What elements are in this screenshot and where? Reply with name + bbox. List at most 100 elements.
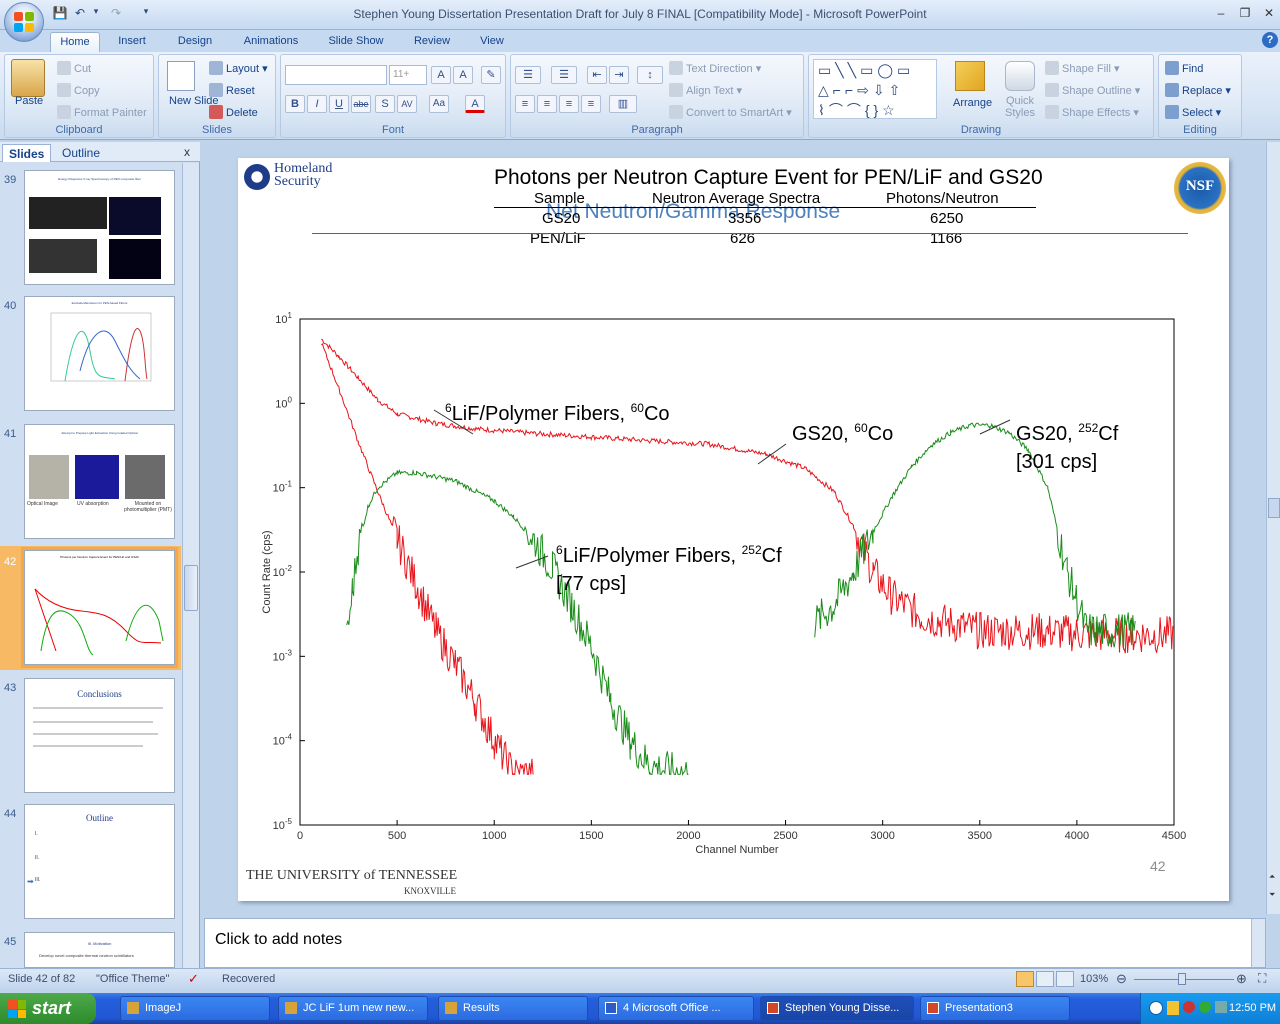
tab-insert[interactable]: Insert (118, 35, 146, 47)
redo-icon[interactable]: ↷ (110, 6, 122, 20)
shape-effects-button[interactable]: Shape Effects ▾ (1045, 105, 1139, 119)
layout-button[interactable]: Layout ▾ (209, 61, 268, 75)
underline-button[interactable]: U (329, 95, 349, 113)
shapes-gallery[interactable]: ▭╲╲▭◯▭ △⌐⌐⇨⇩⇧ ⌇⌒⌒{}☆ (813, 59, 937, 119)
replace-button[interactable]: Replace ▾ (1165, 83, 1231, 97)
cut-button[interactable]: Cut (57, 61, 91, 75)
start-button[interactable]: start (0, 993, 96, 1024)
normal-view-icon[interactable] (1016, 971, 1034, 987)
shadow-button[interactable]: S (375, 95, 395, 113)
tab-home[interactable]: Home (50, 32, 100, 52)
taskbar-presentation3[interactable]: Presentation3 (920, 996, 1070, 1021)
fit-to-window-icon[interactable]: ⛶ (1258, 971, 1267, 985)
close-panel-icon[interactable]: x (184, 145, 190, 159)
line-spacing-button[interactable]: ↕ (637, 66, 663, 84)
align-right-button[interactable]: ≡ (559, 95, 579, 113)
network-icon[interactable] (1215, 1001, 1227, 1013)
slide-sorter-icon[interactable] (1036, 971, 1054, 987)
font-size-field[interactable]: 11+ (389, 65, 427, 85)
tab-view[interactable]: View (480, 35, 504, 47)
office-button[interactable] (4, 2, 44, 42)
tray-expand-icon[interactable] (1149, 1001, 1163, 1015)
decrease-indent-button[interactable]: ⇤ (587, 66, 607, 84)
security-shield-icon[interactable] (1167, 1001, 1179, 1015)
format-painter-button[interactable]: Format Painter (57, 105, 147, 119)
tray-check-icon[interactable] (1199, 1001, 1211, 1013)
slide-thumbnail-40[interactable]: Excitation/Emission for PEN-based Fibers (24, 296, 175, 411)
justify-button[interactable]: ≡ (581, 95, 601, 113)
notes-scrollbar[interactable] (1251, 919, 1265, 967)
taskbar-stephen-young[interactable]: Stephen Young Disse... (760, 996, 914, 1021)
select-button[interactable]: Select ▾ (1165, 105, 1221, 119)
delete-button[interactable]: Delete (209, 105, 258, 119)
panel-scroll-thumb[interactable] (184, 565, 198, 611)
text-direction-button[interactable]: Text Direction ▾ (669, 61, 761, 75)
find-button[interactable]: Find (1165, 61, 1203, 75)
notes-pane[interactable]: Click to add notes (204, 918, 1266, 968)
close-button[interactable]: ✕ (1263, 6, 1275, 20)
font-name-field[interactable] (285, 65, 387, 85)
save-icon[interactable]: 💾 (52, 6, 68, 20)
arrange-button[interactable]: Arrange (953, 97, 993, 109)
slide-scroll-thumb[interactable] (1268, 498, 1280, 518)
new-slide-icon[interactable] (167, 61, 195, 91)
shape-fill-button[interactable]: Shape Fill ▾ (1045, 61, 1120, 75)
slide-thumbnail-42[interactable]: Photons per Neutron Capture Event for PE… (21, 547, 178, 668)
spell-check-icon[interactable]: ✓ (188, 971, 199, 986)
shrink-font-button[interactable]: A (453, 66, 473, 84)
taskbar-results[interactable]: Results (438, 996, 588, 1021)
font-color-button[interactable]: A (465, 95, 485, 113)
next-slide-icon[interactable]: ⏷ (1269, 890, 1276, 899)
shape-outline-button[interactable]: Shape Outline ▾ (1045, 83, 1140, 97)
tab-review[interactable]: Review (413, 35, 451, 47)
increase-indent-button[interactable]: ⇥ (609, 66, 629, 84)
tab-outline[interactable]: Outline (62, 146, 101, 160)
tray-app-icon[interactable] (1183, 1001, 1195, 1013)
reset-button[interactable]: Reset (209, 83, 255, 97)
taskbar-jc-lif[interactable]: JC LiF 1um new new... (278, 996, 428, 1021)
customize-qat-icon[interactable]: ▾ (143, 6, 149, 16)
tab-animations[interactable]: Animations (243, 35, 299, 47)
clear-formatting-button[interactable]: ✎ (481, 66, 501, 84)
quick-styles-button[interactable]: Quick Styles (1005, 95, 1035, 119)
maximize-button[interactable]: ❐ (1239, 6, 1251, 20)
taskbar-office-group[interactable]: 4 Microsoft Office ... (598, 996, 754, 1021)
paste-button[interactable]: Paste (15, 95, 44, 107)
align-text-button[interactable]: Align Text ▾ (669, 83, 742, 97)
zoom-in-icon[interactable]: ⊕ (1236, 971, 1247, 986)
paste-icon[interactable] (11, 59, 45, 97)
panel-scrollbar[interactable] (182, 163, 199, 968)
align-left-button[interactable]: ≡ (515, 95, 535, 113)
arrange-icon[interactable] (955, 61, 985, 91)
tab-slide-show[interactable]: Slide Show (328, 35, 384, 47)
bold-button[interactable]: B (285, 95, 305, 113)
character-spacing-button[interactable]: AV (397, 95, 417, 113)
new-slide-button[interactable]: New Slide (169, 95, 219, 107)
undo-icon[interactable]: ↶ (74, 6, 86, 20)
slide-canvas[interactable]: Homeland Security NSF Photons per Neutro… (238, 158, 1229, 901)
tab-slides[interactable]: Slides (2, 144, 52, 162)
tab-design[interactable]: Design (177, 35, 213, 47)
zoom-out-icon[interactable]: ⊖ (1116, 971, 1127, 986)
italic-button[interactable]: I (307, 95, 327, 113)
numbering-button[interactable]: ☰ (551, 66, 577, 84)
convert-smartart-button[interactable]: Convert to SmartArt ▾ (669, 105, 792, 119)
columns-button[interactable]: ▥ (609, 95, 637, 113)
change-case-button[interactable]: Aa (429, 95, 449, 113)
slide-thumbnail-39[interactable]: Energy Dispersive X-ray Spectroscopy of … (24, 170, 175, 285)
slide-scrollbar[interactable]: ⏶ ⏷ (1266, 142, 1280, 914)
slide-thumbnail-45[interactable]: III. Motivation Develop novel composite … (24, 932, 175, 968)
zoom-slider-thumb[interactable] (1178, 973, 1186, 985)
bullets-button[interactable]: ☰ (515, 66, 541, 84)
grow-font-button[interactable]: A (431, 66, 451, 84)
help-icon[interactable]: ? (1262, 32, 1278, 48)
notes-placeholder[interactable]: Click to add notes (215, 931, 343, 948)
slide-thumbnail-41[interactable]: Attempt to Prepare Light Extraction Usin… (24, 424, 175, 539)
strikethrough-button[interactable]: abe (351, 95, 371, 113)
slide-thumbnail-43[interactable]: Conclusions (24, 678, 175, 793)
slide-thumbnail-44[interactable]: Outline I. II. III. ➡ (24, 804, 175, 919)
undo-dropdown-icon[interactable]: ▾ (93, 6, 99, 16)
copy-button[interactable]: Copy (57, 83, 100, 97)
taskbar-imagej[interactable]: ImageJ (120, 996, 270, 1021)
quick-styles-icon[interactable] (1005, 61, 1035, 91)
